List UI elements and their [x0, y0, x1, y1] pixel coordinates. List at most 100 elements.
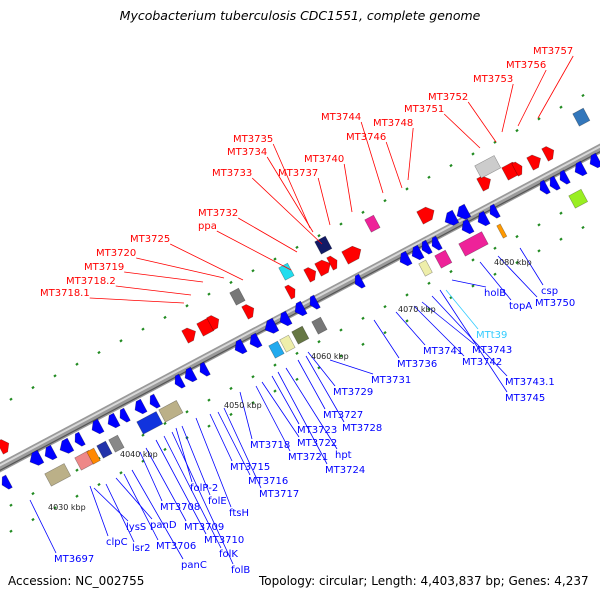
callout-line — [443, 113, 481, 149]
feature-box-grey — [108, 434, 125, 453]
gene-label-csp: csp — [541, 286, 558, 297]
reverse-gene-arrow — [489, 203, 501, 219]
reverse-gene-arrow — [44, 444, 58, 461]
reverse-gene-arrow — [234, 338, 248, 355]
callout-line — [171, 431, 234, 565]
callout-line — [175, 427, 193, 483]
tick-mark — [471, 258, 475, 262]
tick-mark — [515, 260, 519, 265]
callout-line — [251, 177, 323, 245]
callout-line — [413, 305, 465, 357]
callout-line — [155, 439, 207, 535]
gene-label-mt3756: MT3756 — [506, 60, 546, 71]
gene-label-clpc: clpC — [106, 537, 128, 548]
callout-line — [317, 177, 331, 226]
gene-label-folp-2: folP-2 — [190, 483, 218, 494]
tick-mark — [383, 198, 387, 203]
kbp-scale-label: 4050 kbp — [224, 401, 262, 410]
tick-mark — [229, 412, 233, 417]
gene-label-mt3743-1: MT3743.1 — [505, 377, 555, 388]
feature-box-steelblue — [572, 107, 591, 127]
gene-label-mt3748: MT3748 — [373, 118, 413, 129]
tick-mark — [383, 304, 387, 309]
reverse-gene-arrow — [279, 310, 293, 327]
tick-mark — [449, 269, 453, 274]
kbp-scale-label: 4030 kbp — [48, 503, 86, 512]
tick-mark — [75, 362, 79, 366]
tick-mark — [229, 386, 233, 391]
tick-mark — [471, 152, 475, 156]
gene-label-mt3725: MT3725 — [130, 234, 170, 245]
reverse-gene-arrow — [119, 407, 131, 423]
forward-gene-arrow — [284, 284, 296, 300]
callout-line — [307, 351, 336, 387]
callout-line — [467, 101, 497, 143]
tick-mark — [141, 433, 145, 437]
callout-line — [145, 447, 187, 522]
tick-mark — [537, 223, 541, 227]
callout-line — [297, 359, 326, 410]
tick-mark — [185, 304, 189, 308]
forward-gene-arrow — [314, 259, 331, 277]
callout-line — [266, 156, 314, 233]
forward-gene-arrow — [541, 146, 555, 162]
tick-mark — [581, 93, 585, 98]
tick-mark — [119, 471, 123, 475]
feature-box-grey — [229, 287, 246, 306]
feature-box-magenta-large — [458, 231, 489, 257]
reverse-gene-arrow — [539, 179, 551, 195]
feature-box-orange — [86, 447, 101, 465]
tick-mark — [405, 293, 409, 297]
tick-mark — [317, 234, 321, 238]
feature-box-magenta — [434, 249, 453, 269]
callout-line — [407, 127, 414, 181]
callout-line — [285, 367, 338, 450]
reverse-gene-arrow — [134, 398, 148, 415]
tick-mark — [207, 398, 211, 402]
forward-gene-arrow — [526, 154, 541, 171]
tick-mark — [251, 401, 255, 405]
tick-mark — [273, 257, 277, 261]
tick-mark — [97, 482, 101, 487]
gene-label-lyss: lysS — [126, 522, 146, 533]
callout-line — [517, 69, 547, 127]
gene-label-mt3721: MT3721 — [288, 452, 328, 463]
callout-line — [537, 55, 574, 119]
tick-mark — [295, 245, 299, 250]
reverse-gene-arrow — [399, 250, 413, 267]
gene-label-mt3733: MT3733 — [212, 168, 252, 179]
callout-line — [217, 411, 251, 476]
tick-mark — [75, 468, 79, 472]
gene-label-mt3697: MT3697 — [54, 554, 94, 565]
tick-mark — [53, 506, 57, 510]
tick-mark — [449, 163, 453, 168]
gene-label-mt3722: MT3722 — [297, 438, 337, 449]
gene-label-mt3757: MT3757 — [533, 46, 573, 57]
forward-gene-arrow — [341, 245, 362, 265]
tick-mark — [97, 350, 101, 355]
callout-line — [373, 319, 400, 359]
gene-label-mt3723: MT3723 — [297, 425, 337, 436]
reverse-gene-arrow — [199, 361, 211, 377]
tick-mark — [537, 249, 541, 253]
gene-label-mt3710: MT3710 — [204, 535, 244, 546]
tick-mark — [163, 447, 167, 452]
gene-label-folb: folB — [231, 565, 250, 576]
gene-label-mt3750: MT3750 — [535, 298, 575, 309]
callout-line — [479, 261, 512, 301]
gene-label-topa: topA — [509, 301, 532, 312]
reverse-gene-arrow — [294, 300, 308, 317]
tick-mark — [405, 187, 409, 191]
callout-line — [519, 247, 544, 286]
feature-box-grey — [311, 316, 328, 335]
callout-line — [115, 477, 153, 520]
tick-mark — [273, 389, 277, 393]
gene-label-mt3740: MT3740 — [304, 154, 344, 165]
gene-label-mt3751: MT3751 — [404, 104, 444, 115]
feature-box-navy — [314, 235, 333, 255]
gene-label-fole: folE — [208, 496, 227, 507]
callout-line — [451, 279, 487, 288]
callout-line — [29, 499, 57, 554]
tick-mark — [581, 225, 585, 230]
reverse-gene-arrow — [1, 474, 13, 490]
